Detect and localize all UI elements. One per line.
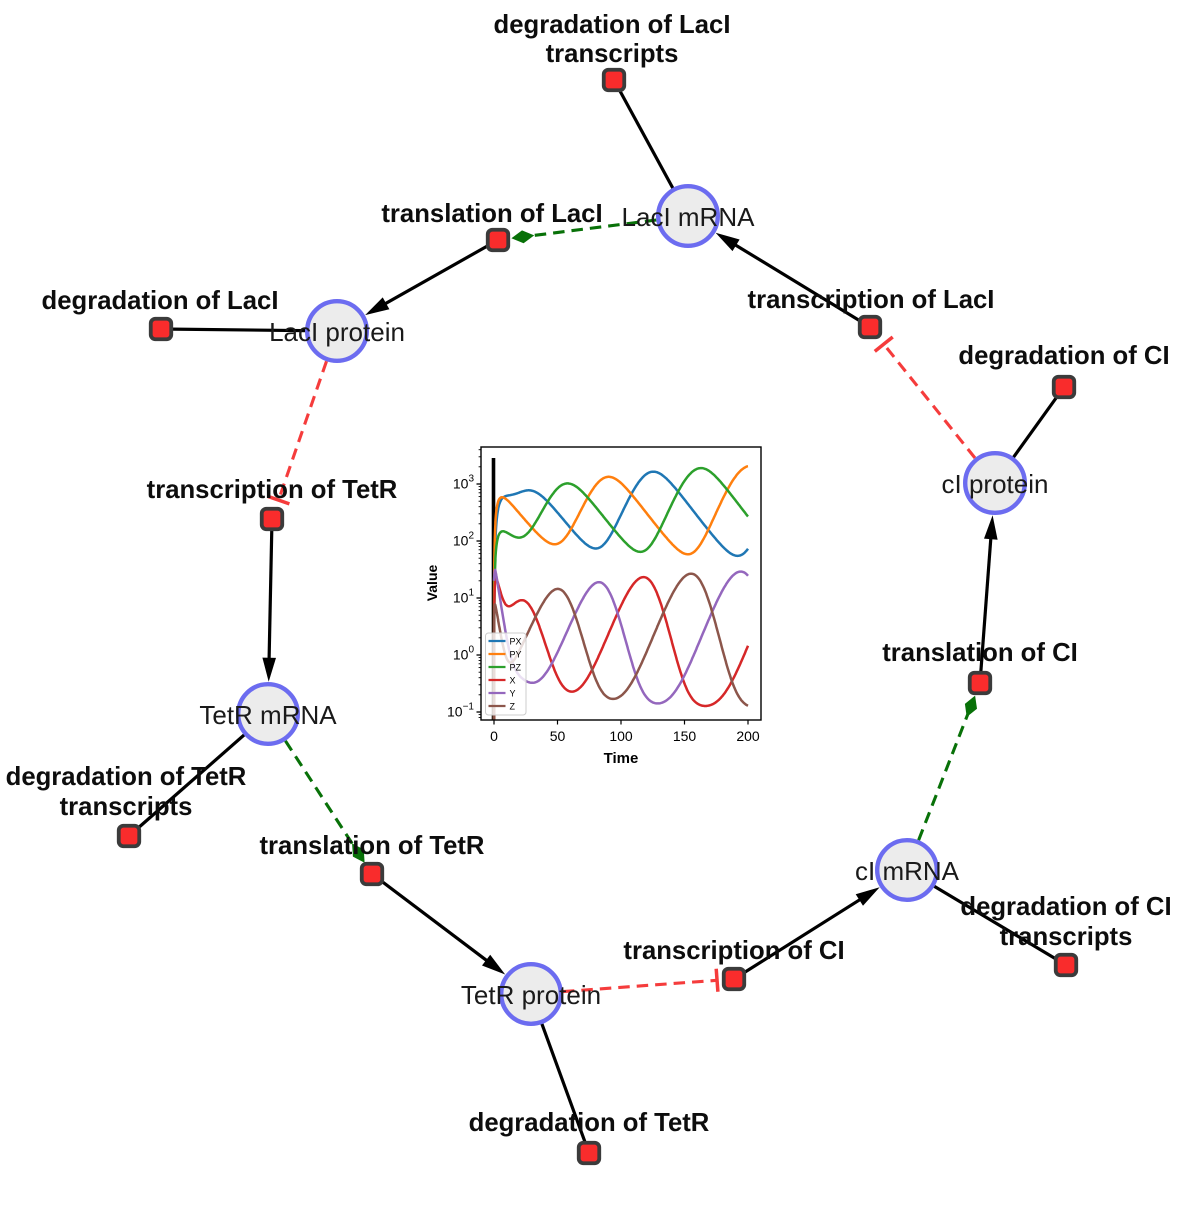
svg-text:degradation of CI: degradation of CI [960,893,1171,921]
svg-text:100: 100 [609,728,633,744]
svg-text:transcription of CI: transcription of CI [623,937,844,965]
svg-text:degradation of TetR: degradation of TetR [6,763,247,791]
svg-text:cI protein: cI protein [942,469,1049,499]
svg-text:cI mRNA: cI mRNA [855,856,960,886]
svg-text:0: 0 [490,728,498,744]
svg-text:translation of LacI: translation of LacI [381,200,602,228]
svg-text:TetR protein: TetR protein [461,980,601,1010]
svg-text:150: 150 [673,728,697,744]
svg-text:PZ: PZ [510,663,522,673]
svg-text:degradation of CI: degradation of CI [958,342,1169,370]
svg-text:LacI mRNA: LacI mRNA [622,202,756,232]
svg-text:PY: PY [510,650,522,660]
svg-text:50: 50 [550,728,566,744]
svg-text:degradation of LacI: degradation of LacI [494,11,731,39]
svg-text:PX: PX [510,637,522,647]
svg-text:Value: Value [424,565,440,602]
svg-text:translation of TetR: translation of TetR [259,832,484,860]
svg-text:Time: Time [604,750,639,767]
svg-text:translation of CI: translation of CI [882,639,1078,667]
svg-text:Y: Y [510,689,516,699]
svg-text:transcripts: transcripts [1000,923,1133,951]
svg-text:Z: Z [510,702,516,712]
svg-text:transcripts: transcripts [546,40,679,68]
svg-text:200: 200 [736,728,760,744]
svg-text:transcripts: transcripts [60,793,193,821]
svg-text:transcription of TetR: transcription of TetR [147,476,398,504]
svg-text:transcription of LacI: transcription of LacI [748,286,995,314]
svg-text:degradation of TetR: degradation of TetR [469,1109,710,1137]
svg-text:TetR mRNA: TetR mRNA [199,700,337,730]
svg-text:degradation of LacI: degradation of LacI [42,287,279,315]
svg-text:X: X [510,676,516,686]
svg-text:LacI protein: LacI protein [269,317,405,347]
